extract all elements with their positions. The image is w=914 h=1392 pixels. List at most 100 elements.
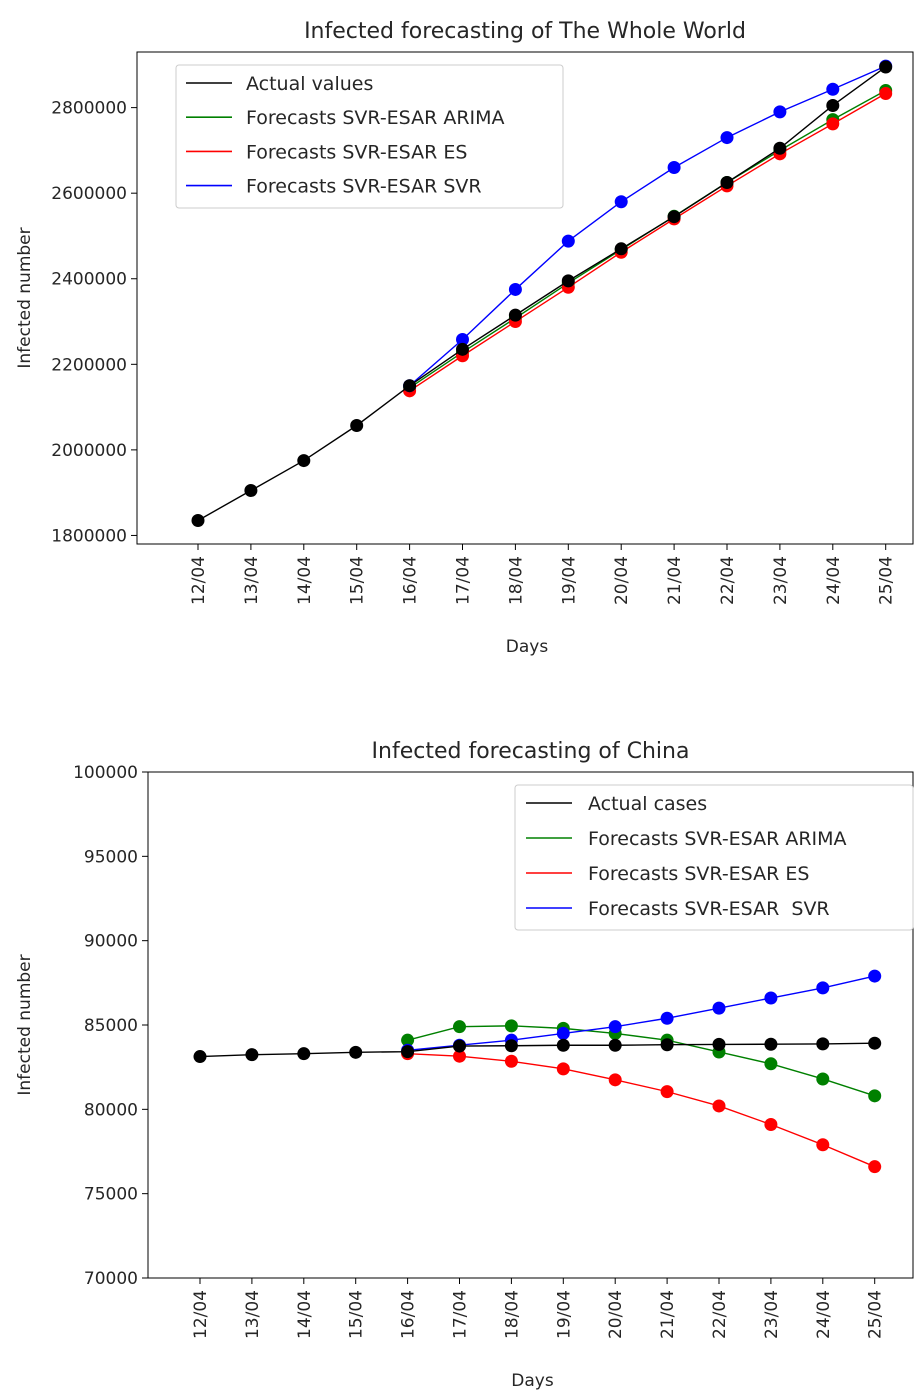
x-tick-label: 24/04 bbox=[814, 1290, 834, 1339]
data-point bbox=[456, 342, 469, 356]
data-point bbox=[504, 1019, 518, 1033]
data-point bbox=[401, 1033, 415, 1047]
data-point bbox=[868, 969, 882, 983]
data-point bbox=[556, 1062, 570, 1076]
data-point bbox=[667, 210, 681, 224]
data-point bbox=[297, 1047, 311, 1061]
data-point bbox=[868, 1089, 882, 1103]
data-point bbox=[556, 1038, 570, 1052]
data-point bbox=[826, 82, 840, 96]
chart-1: Infected forecasting of The Whole World 1… bbox=[15, 19, 914, 657]
data-point bbox=[614, 242, 628, 256]
data-point bbox=[879, 60, 893, 74]
x-tick-label: 21/04 bbox=[658, 1290, 678, 1339]
data-point bbox=[456, 332, 469, 346]
series-line-4 bbox=[407, 975, 875, 1051]
legend-entry: Forecasts SVR-ESAR SVR bbox=[588, 898, 830, 920]
legend-entry: Actual values bbox=[246, 73, 373, 95]
legend-entry: Forecasts SVR-ESAR ARIMA bbox=[246, 107, 505, 129]
plot-frame bbox=[136, 51, 914, 545]
legend-entry: Forecasts SVR-ESAR ES bbox=[246, 141, 467, 163]
legend-box bbox=[514, 784, 914, 931]
x-tick-label: 14/04 bbox=[295, 556, 315, 605]
data-point bbox=[561, 234, 575, 248]
y-tick-label: 2400000 bbox=[51, 270, 127, 290]
x-tick-label: 15/04 bbox=[348, 556, 368, 605]
data-point bbox=[816, 1072, 830, 1086]
data-point bbox=[561, 274, 575, 288]
data-point bbox=[816, 981, 830, 995]
data-point bbox=[712, 1037, 726, 1051]
data-point bbox=[245, 1048, 259, 1062]
data-point bbox=[868, 1036, 882, 1050]
data-point bbox=[816, 1138, 830, 1152]
data-point bbox=[764, 991, 778, 1005]
x-tick-label: 13/04 bbox=[242, 556, 262, 605]
y-tick-label: 2200000 bbox=[51, 355, 127, 375]
data-point bbox=[764, 1057, 778, 1071]
legend-entry: Forecasts SVR-ESAR SVR bbox=[246, 176, 482, 198]
x-axis-label: Days bbox=[506, 637, 549, 657]
x-tick-label: 23/04 bbox=[762, 1290, 782, 1339]
series-line-3 bbox=[407, 1052, 875, 1168]
data-point bbox=[403, 379, 417, 393]
data-point bbox=[660, 1011, 674, 1025]
series-line-4 bbox=[409, 65, 886, 387]
legend-box bbox=[175, 64, 564, 209]
data-point bbox=[826, 98, 840, 112]
data-point bbox=[712, 1099, 726, 1113]
data-point bbox=[816, 1037, 830, 1051]
x-tick-label: 25/04 bbox=[866, 1290, 886, 1339]
data-point bbox=[712, 1001, 726, 1015]
y-tick-label: 2800000 bbox=[51, 99, 127, 119]
series-line-1 bbox=[197, 66, 887, 522]
x-tick-label: 17/04 bbox=[451, 1290, 471, 1339]
data-point bbox=[660, 1085, 674, 1099]
x-tick-label: 19/04 bbox=[559, 556, 579, 605]
x-tick-label: 20/04 bbox=[612, 556, 632, 605]
y-tick-label: 85000 bbox=[84, 1016, 138, 1036]
x-tick-label: 16/04 bbox=[399, 1290, 419, 1339]
data-point bbox=[508, 282, 522, 296]
x-tick-label: 12/04 bbox=[191, 1290, 211, 1339]
data-point bbox=[764, 1037, 778, 1051]
data-point bbox=[191, 513, 205, 527]
x-tick-label: 22/04 bbox=[718, 556, 738, 605]
data-point bbox=[826, 117, 840, 131]
x-tick-label: 25/04 bbox=[877, 556, 897, 605]
data-point bbox=[614, 195, 628, 209]
y-axis-label: Infected number bbox=[15, 227, 35, 368]
data-point bbox=[349, 1045, 363, 1059]
data-point bbox=[401, 1045, 415, 1059]
y-tick-label: 90000 bbox=[84, 932, 138, 952]
x-tick-label: 13/04 bbox=[243, 1290, 263, 1339]
x-tick-label: 23/04 bbox=[771, 556, 791, 605]
data-point bbox=[720, 131, 734, 145]
data-point bbox=[504, 1054, 518, 1068]
chart-title: Infected forecasting of The Whole World bbox=[304, 19, 746, 44]
y-tick-label: 80000 bbox=[84, 1100, 138, 1120]
x-tick-label: 24/04 bbox=[824, 556, 844, 605]
data-point bbox=[773, 141, 787, 155]
data-point bbox=[508, 308, 522, 322]
y-axis-label: Infected number bbox=[15, 954, 35, 1095]
data-point bbox=[453, 1049, 466, 1063]
x-tick-label: 19/04 bbox=[554, 1290, 574, 1339]
data-point bbox=[720, 175, 734, 189]
data-point bbox=[667, 161, 681, 175]
data-point bbox=[868, 1160, 882, 1174]
legend-entry: Forecasts SVR-ESAR ARIMA bbox=[588, 828, 847, 850]
x-tick-label: 21/04 bbox=[665, 556, 685, 605]
data-point bbox=[504, 1039, 518, 1053]
data-point bbox=[608, 1073, 622, 1087]
data-point bbox=[350, 418, 364, 432]
data-point bbox=[453, 1020, 466, 1034]
x-tick-label: 16/04 bbox=[401, 556, 421, 605]
x-tick-label: 22/04 bbox=[710, 1290, 730, 1339]
data-point bbox=[453, 1039, 466, 1053]
y-tick-label: 95000 bbox=[84, 847, 138, 867]
data-point bbox=[608, 1020, 622, 1034]
x-tick-label: 18/04 bbox=[502, 1290, 522, 1339]
data-point bbox=[879, 86, 893, 100]
